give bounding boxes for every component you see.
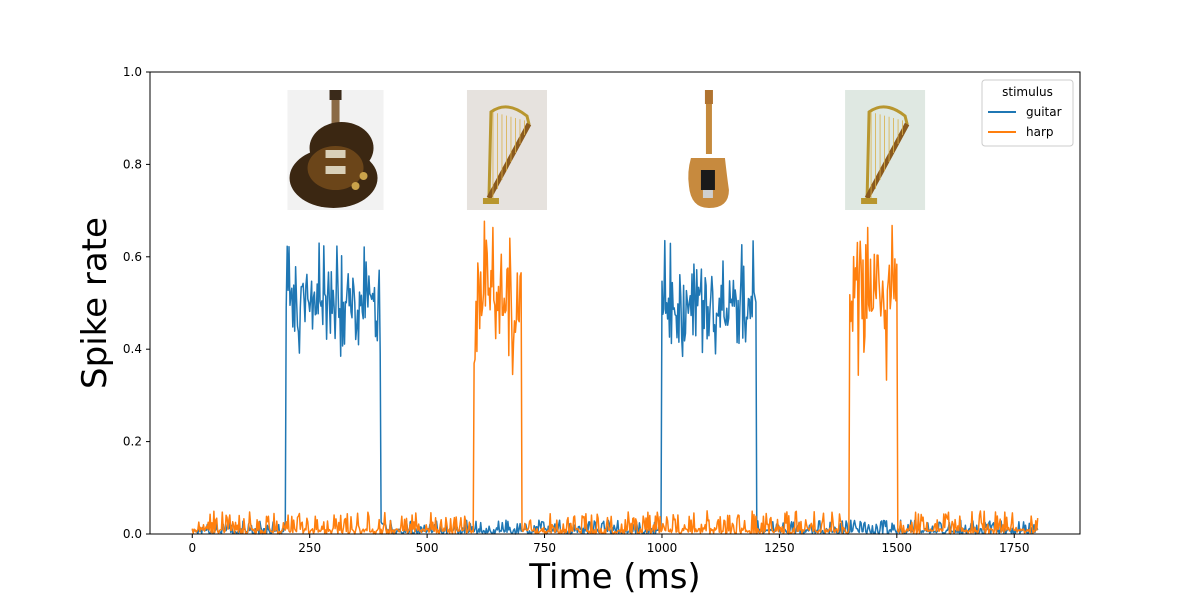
x-tick-label: 1250 xyxy=(764,541,795,555)
harp-icon xyxy=(845,90,925,210)
y-tick-label: 0.0 xyxy=(123,527,142,541)
x-tick-label: 500 xyxy=(416,541,439,555)
image-annotations xyxy=(288,90,926,210)
x-tick-label: 1000 xyxy=(647,541,678,555)
y-tick-label: 0.2 xyxy=(123,435,142,449)
x-axis-label: Time (ms) xyxy=(528,557,700,597)
y-axis-label: Spike rate xyxy=(75,217,115,389)
series-layer xyxy=(192,221,1037,534)
legend-title: stimulus xyxy=(1002,85,1053,99)
x-tick-label: 750 xyxy=(533,541,556,555)
y-tick-label: 0.4 xyxy=(123,342,142,356)
electric-guitar-telecaster-icon xyxy=(688,90,729,208)
harp-icon xyxy=(467,90,547,210)
x-tick-label: 1750 xyxy=(999,541,1030,555)
x-tick-label: 0 xyxy=(188,541,196,555)
y-tick-label: 0.6 xyxy=(123,250,142,264)
series-line-guitar xyxy=(192,241,1037,534)
y-tick-label: 0.8 xyxy=(123,157,142,171)
y-tick-label: 1.0 xyxy=(123,65,142,79)
legend: stimulus guitar harp xyxy=(982,80,1073,146)
electric-guitar-les-paul-icon xyxy=(288,90,384,210)
x-tick-label: 250 xyxy=(298,541,321,555)
x-axis-ticks: 0 250 500 750 1000 1250 1500 1750 xyxy=(188,534,1029,555)
y-axis-ticks: 0.0 0.2 0.4 0.6 0.8 1.0 xyxy=(123,65,150,541)
legend-label-guitar: guitar xyxy=(1026,105,1062,119)
legend-label-harp: harp xyxy=(1026,125,1054,139)
x-tick-label: 1500 xyxy=(882,541,913,555)
